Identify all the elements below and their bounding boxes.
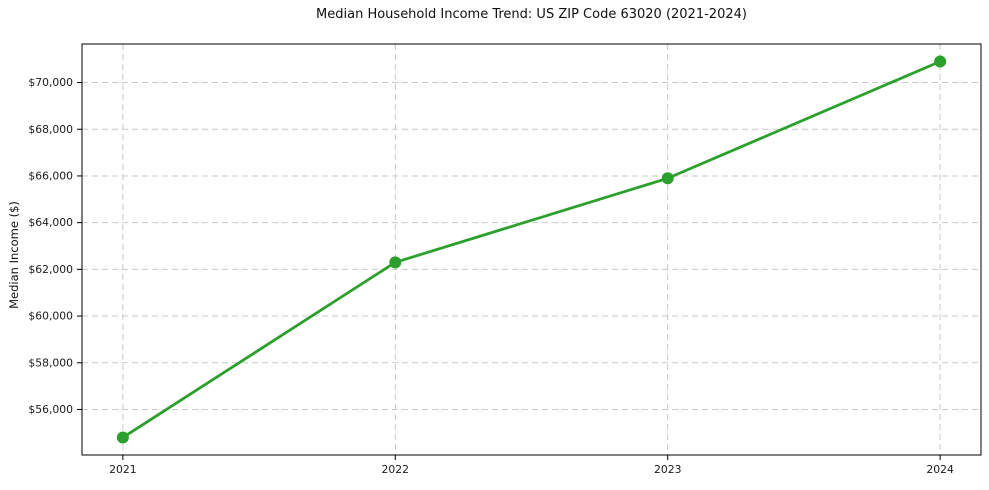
y-tick-label: $70,000 xyxy=(28,76,73,89)
y-tick-label: $62,000 xyxy=(28,263,73,276)
data-point-2023 xyxy=(661,172,674,185)
x-tick-label-2022: 2022 xyxy=(382,463,409,476)
x-tick-label-2023: 2023 xyxy=(654,463,681,476)
y-tick-label: $64,000 xyxy=(28,216,73,229)
chart-title: Median Household Income Trend: US ZIP Co… xyxy=(316,7,747,22)
plot-frame xyxy=(81,43,982,456)
y-tick-label: $58,000 xyxy=(28,356,73,369)
trend-line-0 xyxy=(121,60,942,439)
y-tick-label: $60,000 xyxy=(28,310,73,323)
x-tick-label-2021: 2021 xyxy=(109,463,136,476)
data-point-2021 xyxy=(116,431,129,444)
data-point-2024 xyxy=(934,55,947,68)
y-tick-label: $56,000 xyxy=(28,403,73,416)
y-tick-label: $66,000 xyxy=(28,170,73,183)
data-point-2022 xyxy=(389,256,402,269)
y-tick-label: $68,000 xyxy=(28,123,73,136)
y-axis-label: Median Income ($) xyxy=(7,201,21,309)
x-tick-label-2024: 2024 xyxy=(926,463,954,476)
